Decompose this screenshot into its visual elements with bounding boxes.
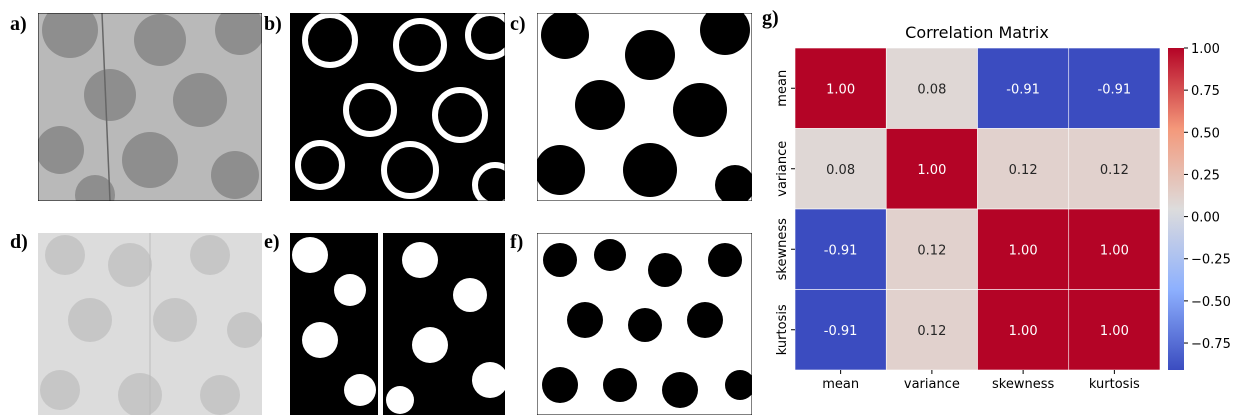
cell-label: 1.00: [1009, 243, 1038, 258]
cell-label: 1.00: [1100, 324, 1129, 339]
colorbar-tick-label: 0.00: [1191, 211, 1220, 226]
heatmap-cell: [794, 289, 887, 371]
panel-label: c): [510, 13, 526, 35]
heatmap-cell: [977, 128, 1070, 210]
cell-label: -0.91: [824, 324, 858, 339]
cell-label: -0.91: [1006, 82, 1040, 97]
image-c: [537, 13, 752, 201]
cell-label: 0.12: [917, 243, 946, 258]
colorbar-tick-label: 0.25: [1191, 168, 1220, 183]
cell-label: 0.12: [917, 324, 946, 339]
y-tick-label: variance: [775, 141, 790, 197]
panel-label: f): [510, 231, 523, 253]
panel-label: g): [762, 7, 779, 29]
heatmap-cell: [885, 289, 978, 371]
chart-title: Correlation Matrix: [905, 23, 1049, 42]
panel-label: e): [264, 231, 280, 253]
heatmap-cell: [977, 289, 1070, 371]
heatmap-cell: [885, 208, 978, 290]
x-tick-label: mean: [822, 377, 859, 392]
colorbar-tick-label: 1.00: [1191, 42, 1220, 57]
heatmap-cell: [977, 47, 1070, 129]
colorbar-tick-label: −0.25: [1191, 253, 1231, 268]
colorbar: [1168, 48, 1184, 370]
panel-label: d): [10, 231, 28, 253]
colorbar-tick-label: 0.75: [1191, 84, 1220, 99]
image-d: [38, 233, 262, 415]
x-tick-label: skewness: [992, 377, 1054, 392]
cell-label: 1.00: [826, 82, 855, 97]
image-b: [290, 13, 505, 201]
cell-label: 0.08: [826, 163, 855, 178]
cell-label: 1.00: [1009, 324, 1038, 339]
image-a: [38, 13, 262, 201]
x-tick-label: variance: [904, 377, 960, 392]
cell-label: 1.00: [917, 163, 946, 178]
y-tick-label: mean: [775, 70, 790, 107]
y-tick-label: kurtosis: [775, 304, 790, 355]
colorbar-tick-label: −0.50: [1191, 295, 1231, 310]
image-f: [537, 233, 752, 415]
heatmap-cell: [885, 128, 978, 210]
cell-label: -0.91: [824, 243, 858, 258]
cell-label: 0.08: [917, 82, 946, 97]
heatmap-cell: [1068, 208, 1161, 290]
colorbar-tick-label: 0.50: [1191, 126, 1220, 141]
heatmap-cell: [794, 128, 887, 210]
heatmap-cell: [794, 208, 887, 290]
cell-label: -0.91: [1098, 82, 1132, 97]
cell-label: 1.00: [1100, 243, 1129, 258]
y-tick-label: skewness: [775, 218, 790, 280]
heatmap-cell: [1068, 289, 1161, 371]
heatmap-cell: [794, 47, 887, 129]
cell-label: 0.12: [1009, 163, 1038, 178]
panel-label: a): [10, 13, 27, 35]
heatmap-cell: [977, 208, 1070, 290]
colorbar-tick-label: −0.75: [1191, 337, 1231, 352]
panel-label: b): [264, 13, 282, 35]
heatmap-cell: [1068, 47, 1161, 129]
heatmap-cell: [1068, 128, 1161, 210]
x-tick-label: kurtosis: [1089, 377, 1140, 392]
image-e: [290, 233, 505, 415]
cell-label: 0.12: [1100, 163, 1129, 178]
